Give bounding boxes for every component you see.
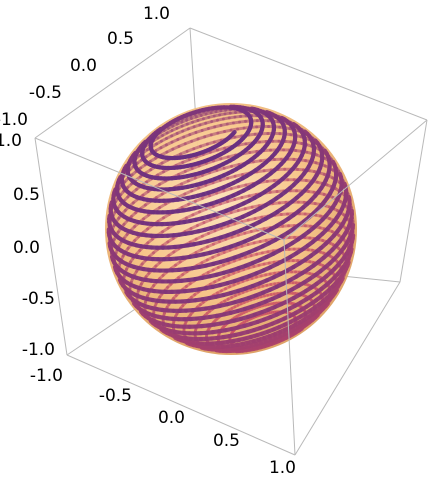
curve-segment [268, 335, 278, 342]
helix-curve [106, 104, 356, 354]
curve-segment [202, 157, 211, 164]
tick-label: 0.0 [158, 408, 185, 428]
curve-segment [264, 321, 275, 329]
curve-segment [200, 149, 207, 155]
tick-label: 1.0 [269, 458, 296, 478]
curve-segment [249, 302, 261, 309]
curve-segment [265, 327, 276, 334]
tick-label: -1.0 [0, 110, 28, 130]
curve-segment [214, 197, 225, 204]
tick-label: 1.0 [0, 131, 22, 151]
curve-segment [261, 315, 273, 322]
axis-top-ticks: 1.0 0.5 0.0 -0.5 -1.0 [0, 4, 170, 130]
curve-segment [208, 176, 217, 183]
curve-segment [221, 219, 233, 227]
curve-segment [252, 310, 264, 317]
curve-segment [229, 241, 241, 249]
curve-segment [211, 187, 221, 194]
bounding-box-front [34, 119, 428, 456]
tick-label: -0.5 [99, 386, 132, 406]
tick-label: 0.0 [13, 238, 40, 258]
curve-segment [236, 263, 248, 271]
curve-segment [225, 230, 237, 238]
tick-label: -0.5 [22, 289, 55, 309]
curve-segment [232, 252, 244, 260]
curve-segment [239, 274, 252, 281]
tick-label: 0.5 [13, 185, 40, 205]
tick-label: -1.0 [22, 340, 55, 360]
axis-x-ticks: -1.0 -0.5 0.0 0.5 1.0 [30, 366, 296, 478]
tick-label: 0.0 [70, 56, 97, 76]
tick-label: 0.5 [213, 431, 240, 451]
axis-z-ticks: 1.0 0.5 0.0 -0.5 -1.0 [0, 131, 55, 360]
curve-segment [269, 338, 278, 345]
curve-segment [243, 283, 255, 291]
tick-label: -0.5 [29, 83, 62, 103]
curve-segment [246, 293, 258, 301]
curve-segment [218, 208, 229, 215]
tick-label: -1.0 [30, 366, 63, 386]
tick-label: 0.5 [107, 29, 134, 49]
tick-label: 1.0 [143, 4, 170, 24]
curve-segment [267, 332, 277, 339]
curve-segment [205, 167, 214, 173]
